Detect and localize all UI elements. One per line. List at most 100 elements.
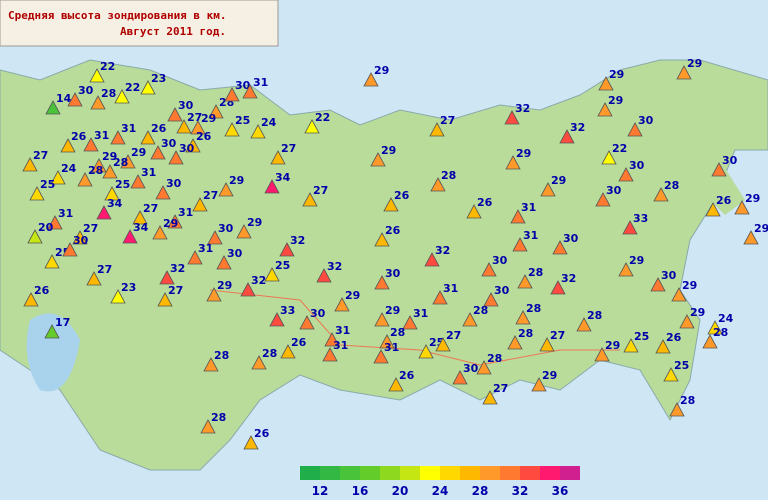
station-value: 25	[674, 359, 689, 372]
station-value: 32	[170, 262, 185, 275]
legend-swatch	[520, 466, 540, 480]
station-value: 29	[551, 174, 566, 187]
station-value: 28	[441, 169, 456, 182]
station-value: 29	[374, 64, 389, 77]
station-marker	[102, 164, 118, 179]
station-marker	[429, 122, 445, 137]
station-marker	[452, 370, 468, 385]
kamchatka	[700, 150, 745, 215]
station-value: 28	[587, 309, 602, 322]
station-marker	[203, 357, 219, 372]
station-value: 27	[313, 184, 328, 197]
station-marker	[67, 92, 83, 107]
station-value: 30	[179, 142, 195, 155]
station-marker	[168, 150, 184, 165]
legend-swatch	[360, 466, 380, 480]
station-value: 28	[473, 304, 488, 317]
station-marker	[374, 232, 390, 247]
station-value: 32	[515, 102, 530, 115]
station-value: 28	[487, 352, 502, 365]
station-marker	[559, 129, 575, 144]
station-value: 29	[131, 146, 146, 159]
station-marker	[370, 152, 386, 167]
station-marker	[240, 282, 256, 297]
station-marker	[531, 377, 547, 392]
station-value: 30	[629, 159, 645, 172]
legend-swatch	[420, 466, 440, 480]
station-marker	[72, 230, 88, 245]
station-value: 26	[196, 130, 212, 143]
legend-tick: 32	[512, 484, 529, 498]
station-value: 30	[235, 79, 251, 92]
station-value: 27	[33, 149, 48, 162]
station-value: 29	[629, 254, 644, 267]
station-value: 33	[633, 212, 648, 225]
station-marker	[91, 158, 107, 173]
station-value: 31	[198, 242, 213, 255]
station-marker	[539, 337, 555, 352]
station-value: 27	[97, 263, 112, 276]
station-value: 28	[113, 156, 128, 169]
station-value: 29	[217, 279, 232, 292]
station-marker	[743, 230, 759, 245]
station-value: 30	[563, 232, 579, 245]
station-marker	[62, 242, 78, 257]
legend-swatch	[320, 466, 340, 480]
station-marker	[50, 170, 66, 185]
station-marker	[476, 360, 492, 375]
station-marker	[216, 255, 232, 270]
station-marker	[236, 224, 252, 239]
station-marker	[250, 124, 266, 139]
station-value: 31	[335, 324, 350, 337]
station-value: 28	[390, 326, 405, 339]
station-marker	[374, 312, 390, 327]
station-value: 29	[229, 174, 244, 187]
station-value: 30	[492, 254, 508, 267]
station-marker	[44, 324, 60, 339]
station-value: 25	[275, 259, 290, 272]
station-value: 23	[151, 72, 166, 85]
station-value: 31	[141, 166, 156, 179]
station-value: 30	[227, 247, 243, 260]
station-marker	[734, 200, 750, 215]
station-marker	[679, 314, 695, 329]
station-marker	[324, 332, 340, 347]
station-marker	[517, 274, 533, 289]
station-value: 29	[385, 304, 400, 317]
station-marker	[627, 122, 643, 137]
station-marker	[363, 72, 379, 87]
legend-swatch	[400, 466, 420, 480]
legend-swatch	[540, 466, 560, 480]
station-marker	[60, 138, 76, 153]
station-value: 30	[606, 184, 622, 197]
title-box	[0, 0, 279, 47]
station-value: 27	[143, 202, 158, 215]
station-value: 26	[666, 331, 682, 344]
legend-tick: 16	[352, 484, 369, 498]
station-marker	[597, 102, 613, 117]
station-marker	[187, 250, 203, 265]
station-marker	[655, 339, 671, 354]
station-value: 28	[528, 266, 543, 279]
station-marker	[601, 150, 617, 165]
station-marker	[269, 312, 285, 327]
station-marker	[280, 344, 296, 359]
station-marker	[669, 402, 685, 417]
station-value: 27	[550, 329, 565, 342]
caspian-sea	[26, 313, 81, 392]
station-value: 30	[78, 84, 94, 97]
station-value: 29	[690, 306, 705, 319]
station-value: 30	[166, 177, 182, 190]
station-marker	[707, 320, 723, 335]
legend-swatch	[340, 466, 360, 480]
station-marker	[224, 87, 240, 102]
legend-tick: 12	[312, 484, 329, 498]
station-marker	[159, 270, 175, 285]
station-marker	[140, 130, 156, 145]
station-marker	[515, 310, 531, 325]
station-value: 31	[121, 122, 136, 135]
legend-swatch	[460, 466, 480, 480]
legend-swatch	[440, 466, 460, 480]
station-marker	[512, 237, 528, 252]
station-value: 24	[718, 312, 734, 325]
